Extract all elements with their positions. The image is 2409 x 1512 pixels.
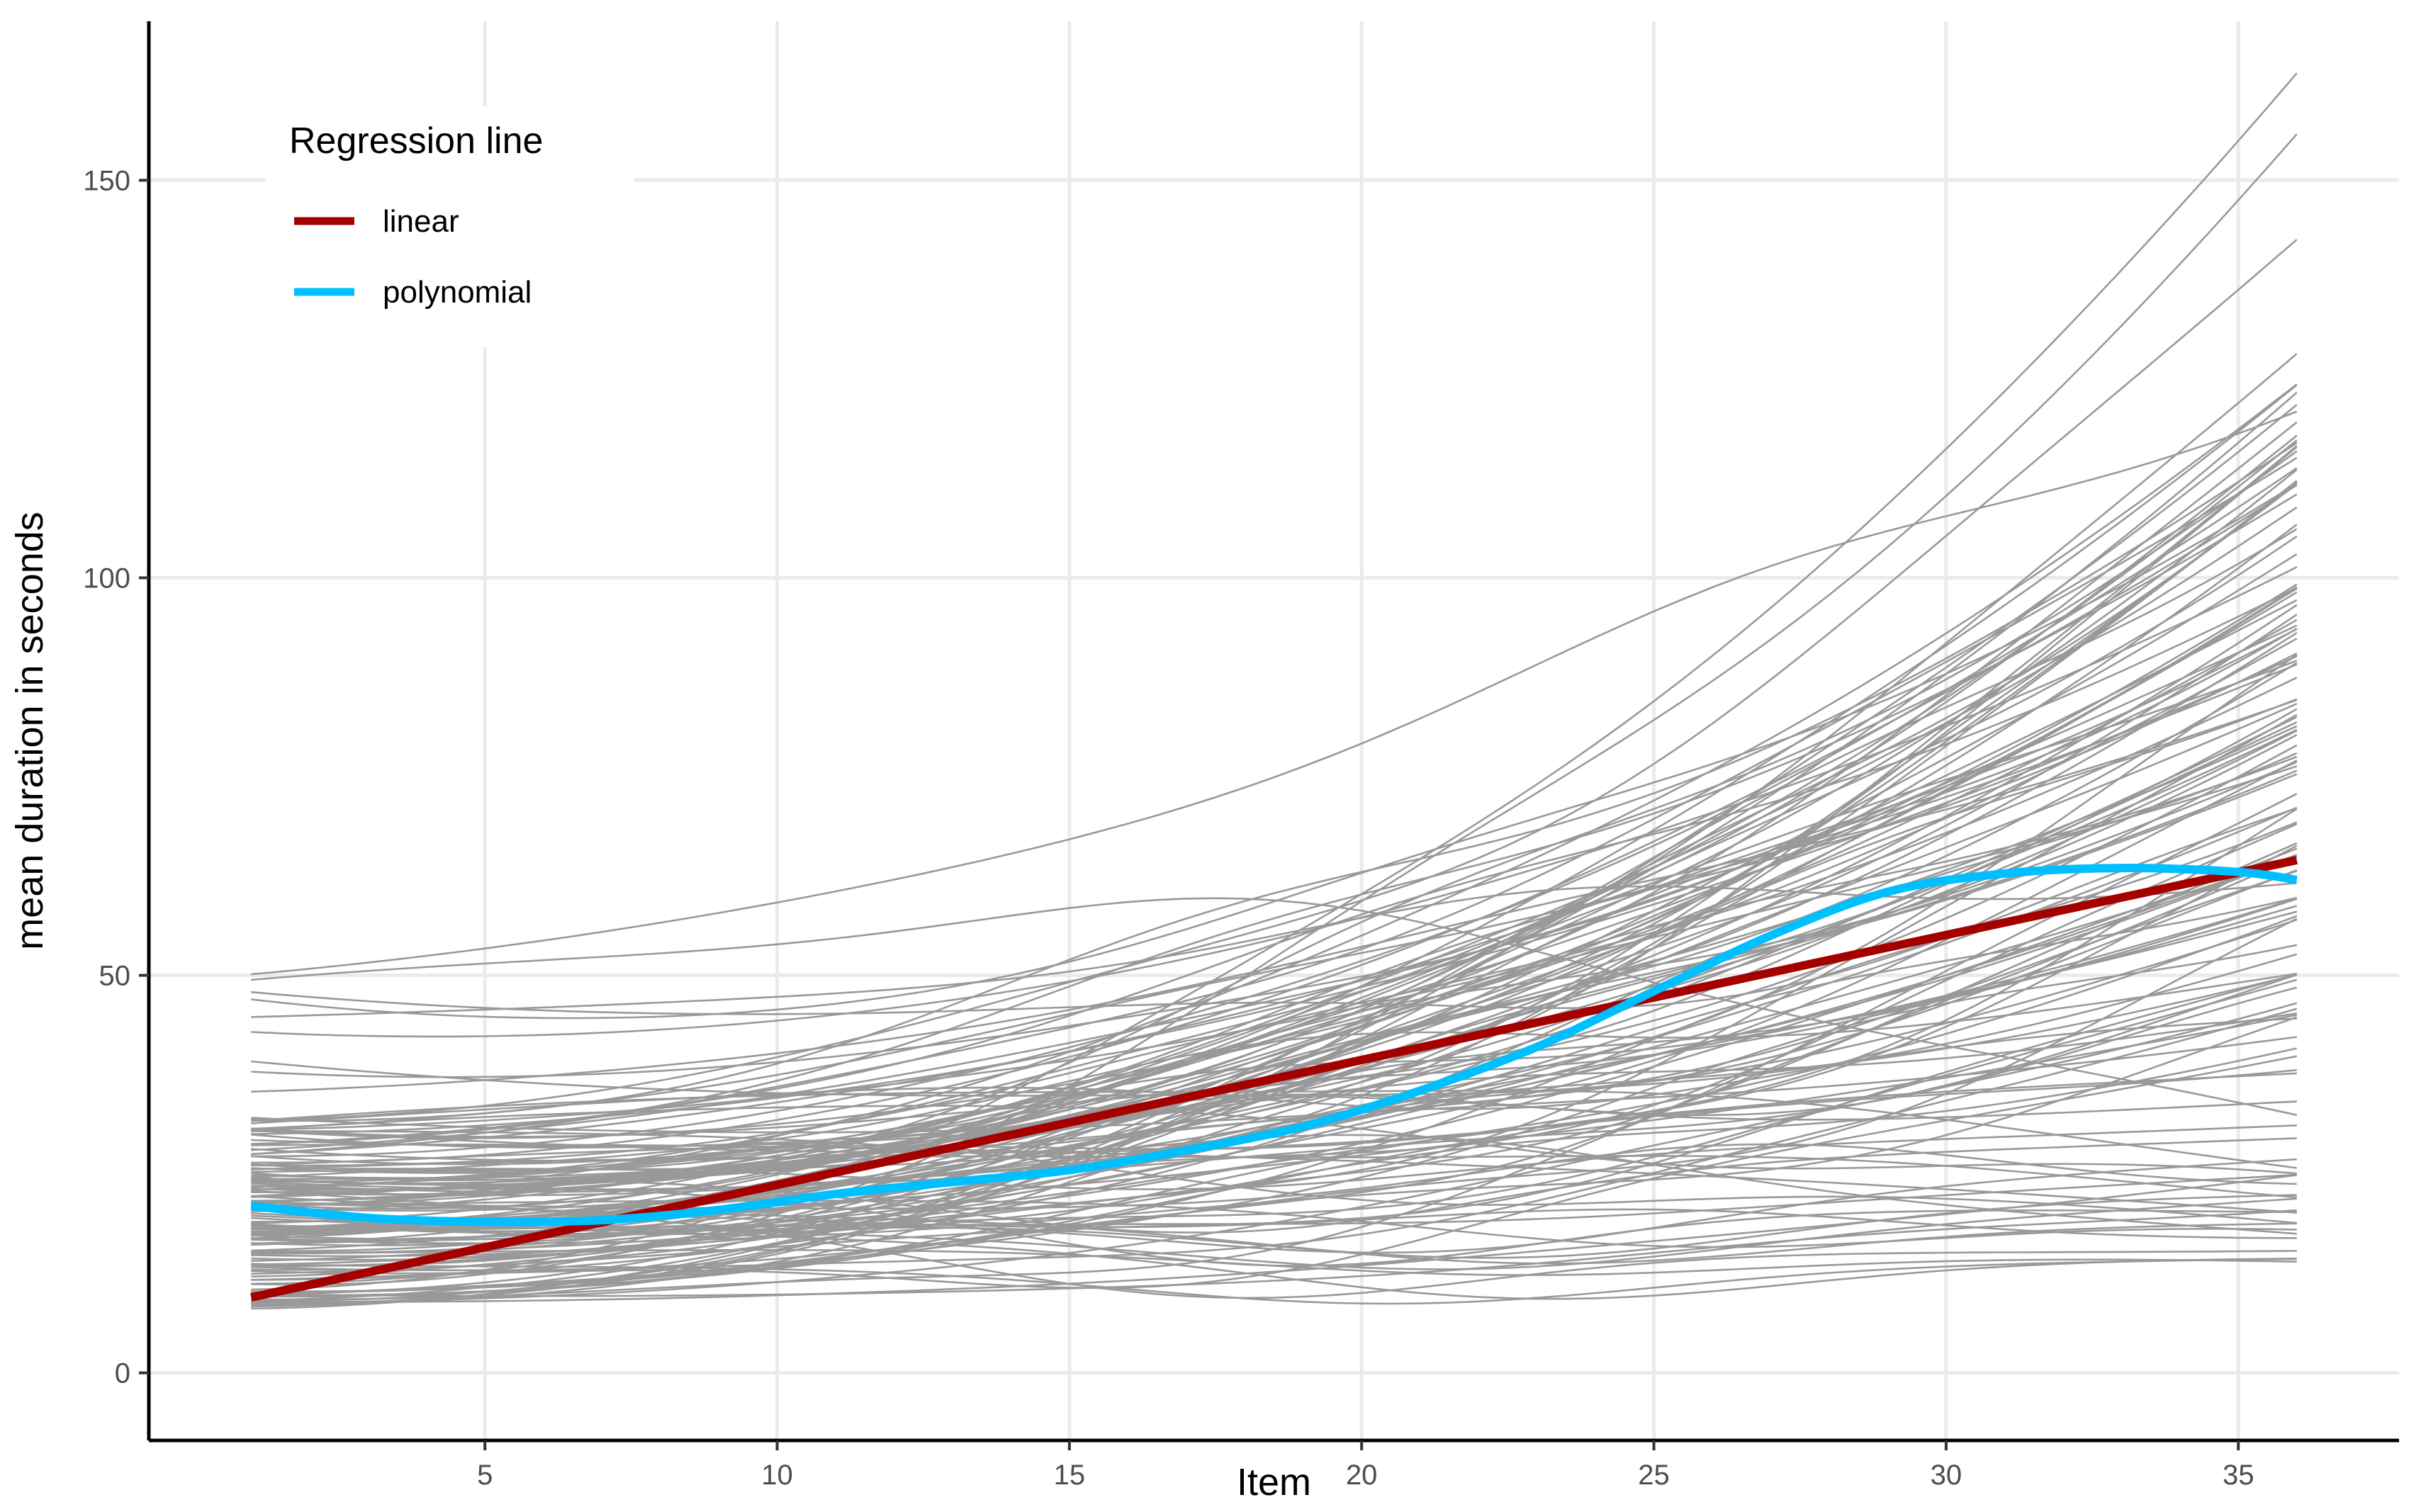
background-line [251, 583, 2298, 1185]
tick-labels: 5 10 15 20 25 30 35 0 50 100 150 [83, 165, 2254, 1491]
background-line [251, 599, 2298, 1078]
x-axis-title: Item [1237, 1461, 1311, 1503]
background-line [251, 468, 2298, 1310]
background-line [251, 953, 2298, 1254]
y-tick-label-50: 50 [99, 961, 131, 992]
x-tick-label-5: 5 [477, 1460, 493, 1491]
y-tick-label-100: 100 [83, 563, 130, 594]
background-line [251, 978, 2298, 1232]
x-tick-label-35: 35 [2223, 1460, 2254, 1491]
background-line [251, 1008, 2298, 1272]
background-line [251, 1002, 2298, 1304]
y-tick-label-0: 0 [115, 1358, 130, 1389]
legend-background [266, 106, 634, 347]
x-tick-label-30: 30 [1931, 1460, 1962, 1491]
background-line [251, 823, 2298, 1197]
background-line [251, 1180, 2297, 1267]
background-line [251, 483, 2298, 1228]
background-line [251, 1055, 2297, 1290]
background-line [251, 392, 2298, 1285]
background-line [251, 1130, 2297, 1224]
legend-label-polynomial: polynomial [383, 275, 532, 310]
background-line [251, 1036, 2297, 1134]
background-line [251, 744, 2298, 1306]
background-line [251, 699, 2298, 1093]
background-line [251, 1258, 2297, 1305]
x-tick-label-15: 15 [1054, 1460, 1086, 1491]
background-line [251, 586, 2298, 1190]
background-line [251, 1144, 2297, 1214]
background-line [251, 663, 2298, 1130]
background-line [251, 845, 2298, 1241]
x-tick-label-25: 25 [1638, 1460, 1670, 1491]
background-line [251, 1209, 2297, 1297]
background-line [251, 882, 2297, 1018]
y-axis-title: mean duration in seconds [9, 512, 51, 949]
background-line [251, 755, 2298, 1188]
regression-series-group [250, 855, 2298, 1302]
background-line [251, 483, 2298, 1020]
background-line [251, 1155, 2297, 1199]
grid-lines [149, 21, 2399, 1440]
background-line [251, 905, 2298, 1231]
x-tick-label-20: 20 [1346, 1460, 1378, 1491]
background-line [251, 1137, 2297, 1234]
background-line [251, 752, 2298, 1281]
background-line [251, 450, 2298, 1224]
background-line [251, 915, 2298, 1293]
background-line [251, 1072, 2297, 1167]
legend: Regression line linear polynomial [266, 106, 634, 347]
background-line [251, 353, 2298, 1183]
background-line [251, 439, 2298, 1210]
background-line [251, 1016, 2298, 1245]
series-line-polynomial [250, 864, 2298, 1226]
background-line [251, 1174, 2297, 1303]
y-tick-label-150: 150 [83, 165, 130, 196]
legend-title: Regression line [289, 120, 543, 162]
background-series-group [251, 72, 2298, 1310]
background-line [251, 1047, 2297, 1236]
x-tick-label-10: 10 [761, 1460, 793, 1491]
background-line [251, 624, 2298, 1151]
legend-label-linear: linear [383, 204, 459, 239]
background-line [251, 842, 2298, 1258]
background-line [251, 972, 2297, 1178]
axes [147, 21, 2399, 1443]
background-line [251, 769, 2298, 1179]
background-line [251, 456, 2298, 1156]
background-line [251, 1214, 2297, 1300]
background-line [251, 404, 2298, 1196]
background-line [251, 566, 2298, 1038]
background-line [251, 604, 2298, 1302]
background-line [251, 239, 2298, 1121]
background-line [251, 410, 2298, 976]
